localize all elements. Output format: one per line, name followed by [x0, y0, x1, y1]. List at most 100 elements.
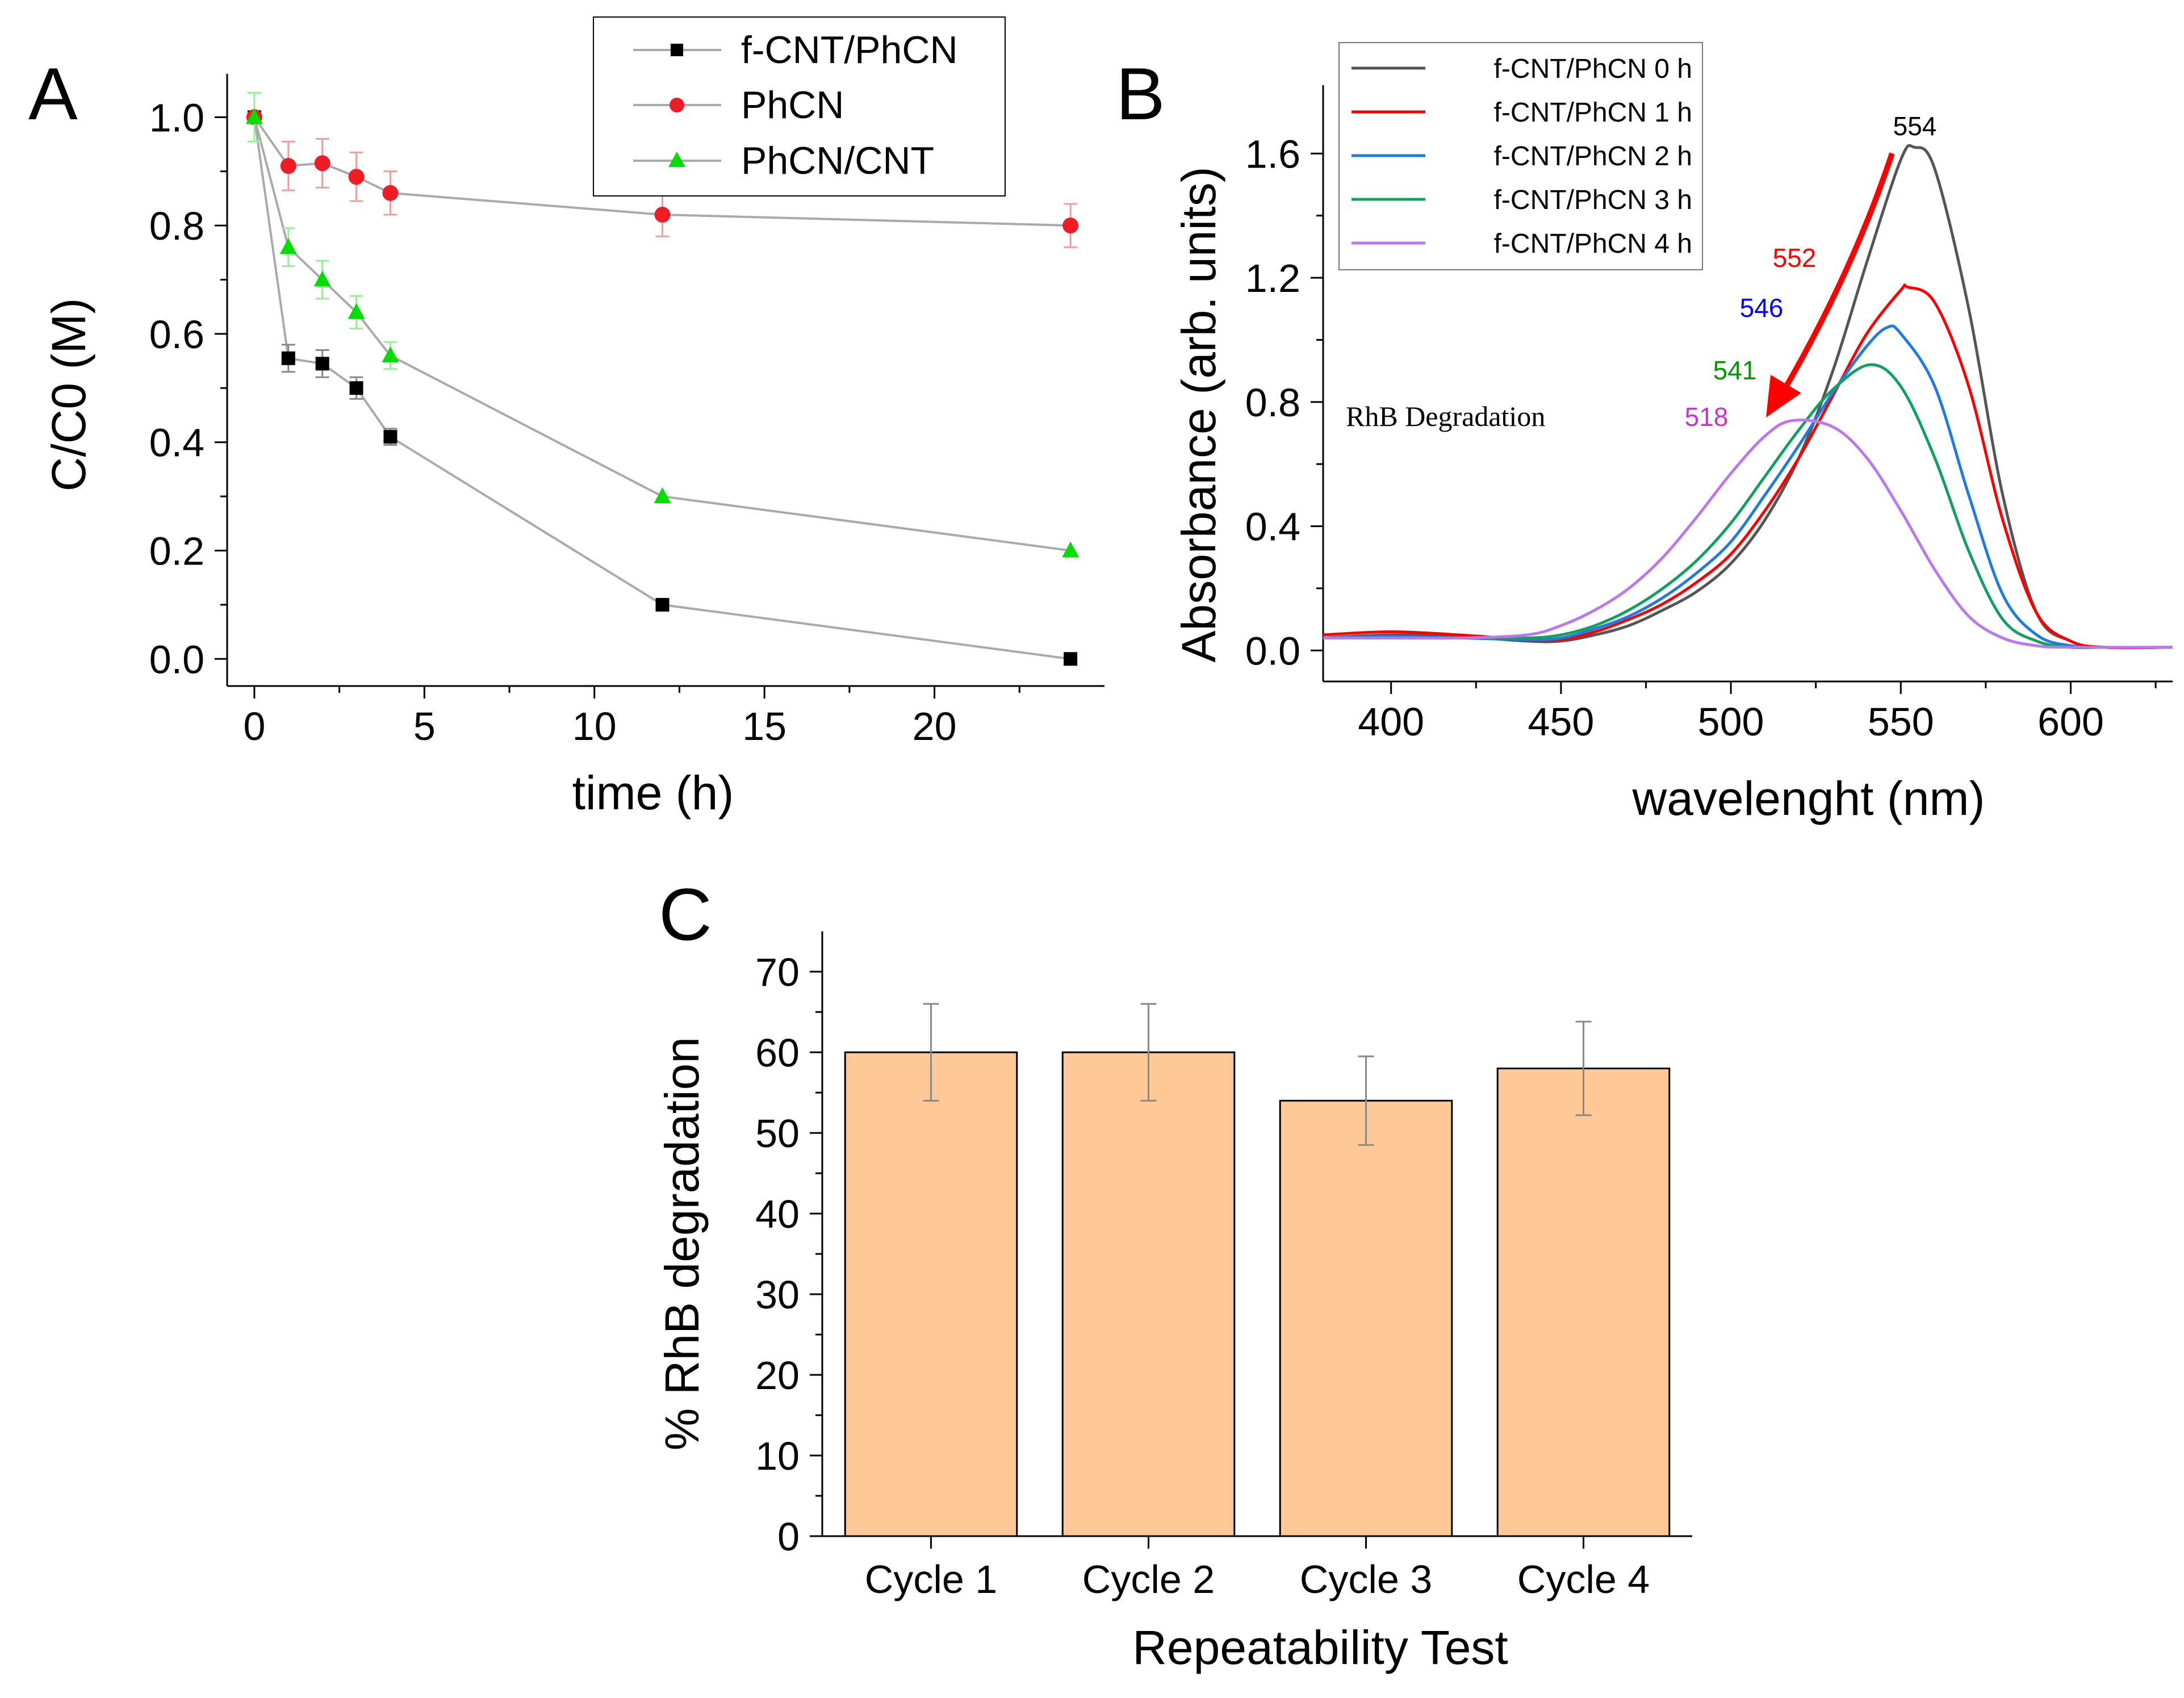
shift-arrow-head [1766, 375, 1801, 417]
panel-b-legend-label-0: f-CNT/PhCN 0 h [1494, 54, 1692, 84]
panel-b-y-tick-label: 1.2 [1245, 256, 1300, 300]
panel-a-point-square [655, 597, 670, 612]
panel-b-peak-label-0: 554 [1893, 111, 1937, 141]
panel-a-point-circle [280, 158, 296, 174]
panel-a-point-square [315, 357, 329, 371]
panel-a-line-chart: A 0 5 10 15 20 0.0 0.2 0.4 0.6 0.8 1.0 time (h) C/… [28, 16, 1104, 819]
panel-a-x-tick-label: 0 [243, 704, 265, 748]
panel-b-spectrum-3 [1323, 363, 2173, 650]
panel-b-peak-label-1: 552 [1773, 243, 1817, 273]
panel-b-spectrum-2 [1323, 324, 2173, 649]
panel-a-x-tick-label: 20 [913, 704, 957, 748]
panel-b-spectrum-0 [1323, 144, 2173, 650]
panel-b-spectrum-1 [1323, 283, 2173, 650]
panel-a-letter: A [28, 52, 78, 135]
panel-a-x-tick-label: 10 [572, 704, 617, 748]
panel-a-point-square [1064, 652, 1078, 666]
panel-a-point-circle [348, 169, 365, 185]
legend-marker-triangle [668, 152, 685, 167]
panel-b-annotation: RhB Degradation [1346, 400, 1545, 432]
panel-a-x-axis-title: time (h) [572, 766, 734, 819]
panel-a-y-tick-label: 0.6 [149, 312, 204, 357]
panel-b-y-tick-label: 0.8 [1245, 380, 1300, 425]
panel-a-legend-frame [593, 16, 1006, 196]
panel-c-x-tick-label: Cycle 1 [865, 1557, 997, 1601]
panel-b-x-tick-label: 450 [1528, 700, 1594, 744]
panel-b-peak-label-4: 518 [1685, 402, 1729, 432]
panel-b-spectrum-4 [1323, 419, 2173, 649]
panel-a-point-circle [382, 185, 399, 201]
panel-a-x-tick-label: 15 [742, 704, 786, 748]
panel-a-plot-area: 0 5 10 15 20 0.0 0.2 0.4 0.6 0.8 1.0 [149, 74, 1104, 748]
panel-c-y-tick-label: 40 [755, 1192, 800, 1236]
legend-label-phcn-cnt: PhCN/CNT [741, 139, 934, 182]
shift-arrow [1766, 152, 1895, 417]
panel-c-letter: C [659, 873, 712, 956]
panel-c-x-tick-label: Cycle 3 [1300, 1557, 1432, 1601]
panel-b-plot-area: 400 450 500 550 600 0.0 0.4 0.8 1.2 1.6 554 552 546 5… [1245, 85, 2173, 744]
panel-b-spectra-chart: B 400 450 500 550 600 0.0 0.4 0.8 1.2 1.6 554 552 54… [1116, 42, 2173, 825]
panel-c-x-tick-label: Cycle 4 [1517, 1557, 1650, 1601]
panel-c-x-tick-label: Cycle 2 [1082, 1557, 1215, 1601]
panel-b-x-axis-title: wavelenght (nm) [1632, 772, 1985, 825]
panel-c-y-tick-label: 70 [755, 950, 800, 994]
panel-a-point-triangle [245, 108, 263, 124]
panel-b-y-tick-label: 0.0 [1245, 629, 1300, 673]
panel-b-legend-label-1: f-CNT/PhCN 1 h [1494, 98, 1692, 128]
panel-c-bar-2 [1061, 1051, 1236, 1537]
panel-b-y-tick-label: 0.4 [1245, 505, 1300, 549]
legend-marker-square [671, 44, 683, 56]
panel-a-point-triangle [313, 270, 331, 287]
panel-b-x-tick-label: 500 [1698, 700, 1764, 744]
panel-b-x-tick-label: 550 [1868, 700, 1934, 744]
panel-b-x-tick-label: 600 [2037, 700, 2104, 744]
panel-a-point-triangle [348, 303, 365, 319]
panel-a-y-tick-label: 0.4 [149, 421, 204, 465]
panel-a-x-tick-label: 5 [413, 704, 436, 748]
panel-b-legend-label-3: f-CNT/PhCN 3 h [1494, 185, 1692, 215]
panel-c-y-tick-label: 50 [755, 1111, 800, 1156]
panel-a-point-square [349, 381, 363, 395]
panel-c-y-tick-label: 10 [755, 1434, 800, 1478]
panel-b-y-axis-title: Absorbance (arb. units) [1172, 166, 1225, 662]
panel-a-point-square [383, 430, 398, 444]
panel-a-point-circle [654, 207, 671, 223]
panel-c-plot-area: 0 10 20 30 40 50 60 70 Cycle 1 Cycle 2 Cycle 3 Cycl… [755, 931, 1692, 1601]
panel-a-point-triangle [1062, 541, 1080, 558]
panel-b-peak-label-3: 541 [1713, 356, 1757, 385]
panel-a-y-tick-label: 0.2 [149, 529, 204, 574]
panel-b-legend-label-4: f-CNT/PhCN 4 h [1494, 229, 1692, 259]
panel-c-x-axis-title: Repeatability Test [1132, 1621, 1508, 1674]
legend-label-phcn: PhCN [741, 83, 844, 127]
panel-a-point-triangle [382, 346, 399, 363]
panel-c-y-tick-label: 20 [755, 1353, 800, 1398]
panel-c-bar-1 [844, 1051, 1018, 1537]
panel-c-bar-4 [1496, 1067, 1671, 1537]
panel-b-legend: f-CNT/PhCN 0 h f-CNT/PhCN 1 h f-CNT/PhCN 2… [1338, 42, 1703, 270]
panel-a-y-axis-title: C/C0 (M) [42, 298, 95, 492]
panel-b-legend-label-2: f-CNT/PhCN 2 h [1494, 141, 1692, 172]
panel-c-y-axis-title: % RhB degradation [655, 1037, 709, 1450]
panel-b-y-tick-label: 1.6 [1245, 132, 1300, 176]
panel-a-y-tick-label: 0.8 [149, 204, 204, 248]
panel-b-letter: B [1116, 52, 1165, 135]
shift-arrow-shaft [1780, 152, 1895, 394]
panel-a-point-square [281, 351, 295, 365]
panel-a-point-triangle [279, 238, 297, 254]
panel-c-bar-chart: C 0 10 20 30 40 50 60 70 Cycle 1 Cycle 2 Cycle 3 Cy… [655, 873, 1692, 1674]
legend-marker-circle [670, 98, 684, 112]
legend-label-f-cnt-phcn: f-CNT/PhCN [741, 28, 958, 72]
panel-a-legend: f-CNT/PhCN PhCN PhCN/CNT [593, 16, 1006, 196]
panel-a-point-triangle [654, 487, 671, 504]
panel-a-y-tick-label: 0.0 [149, 637, 204, 681]
panel-b-x-tick-label: 400 [1358, 700, 1424, 744]
panel-c-bar-3 [1279, 1099, 1453, 1537]
panel-b-peak-label-2: 546 [1740, 293, 1784, 323]
panel-c-y-tick-label: 0 [777, 1515, 800, 1559]
panel-a-y-tick-label: 1.0 [149, 95, 204, 140]
panel-c-y-tick-label: 60 [755, 1031, 800, 1075]
panel-a-point-circle [314, 155, 330, 172]
panel-a-point-circle [1062, 218, 1079, 234]
panel-c-y-tick-label: 30 [755, 1273, 800, 1317]
